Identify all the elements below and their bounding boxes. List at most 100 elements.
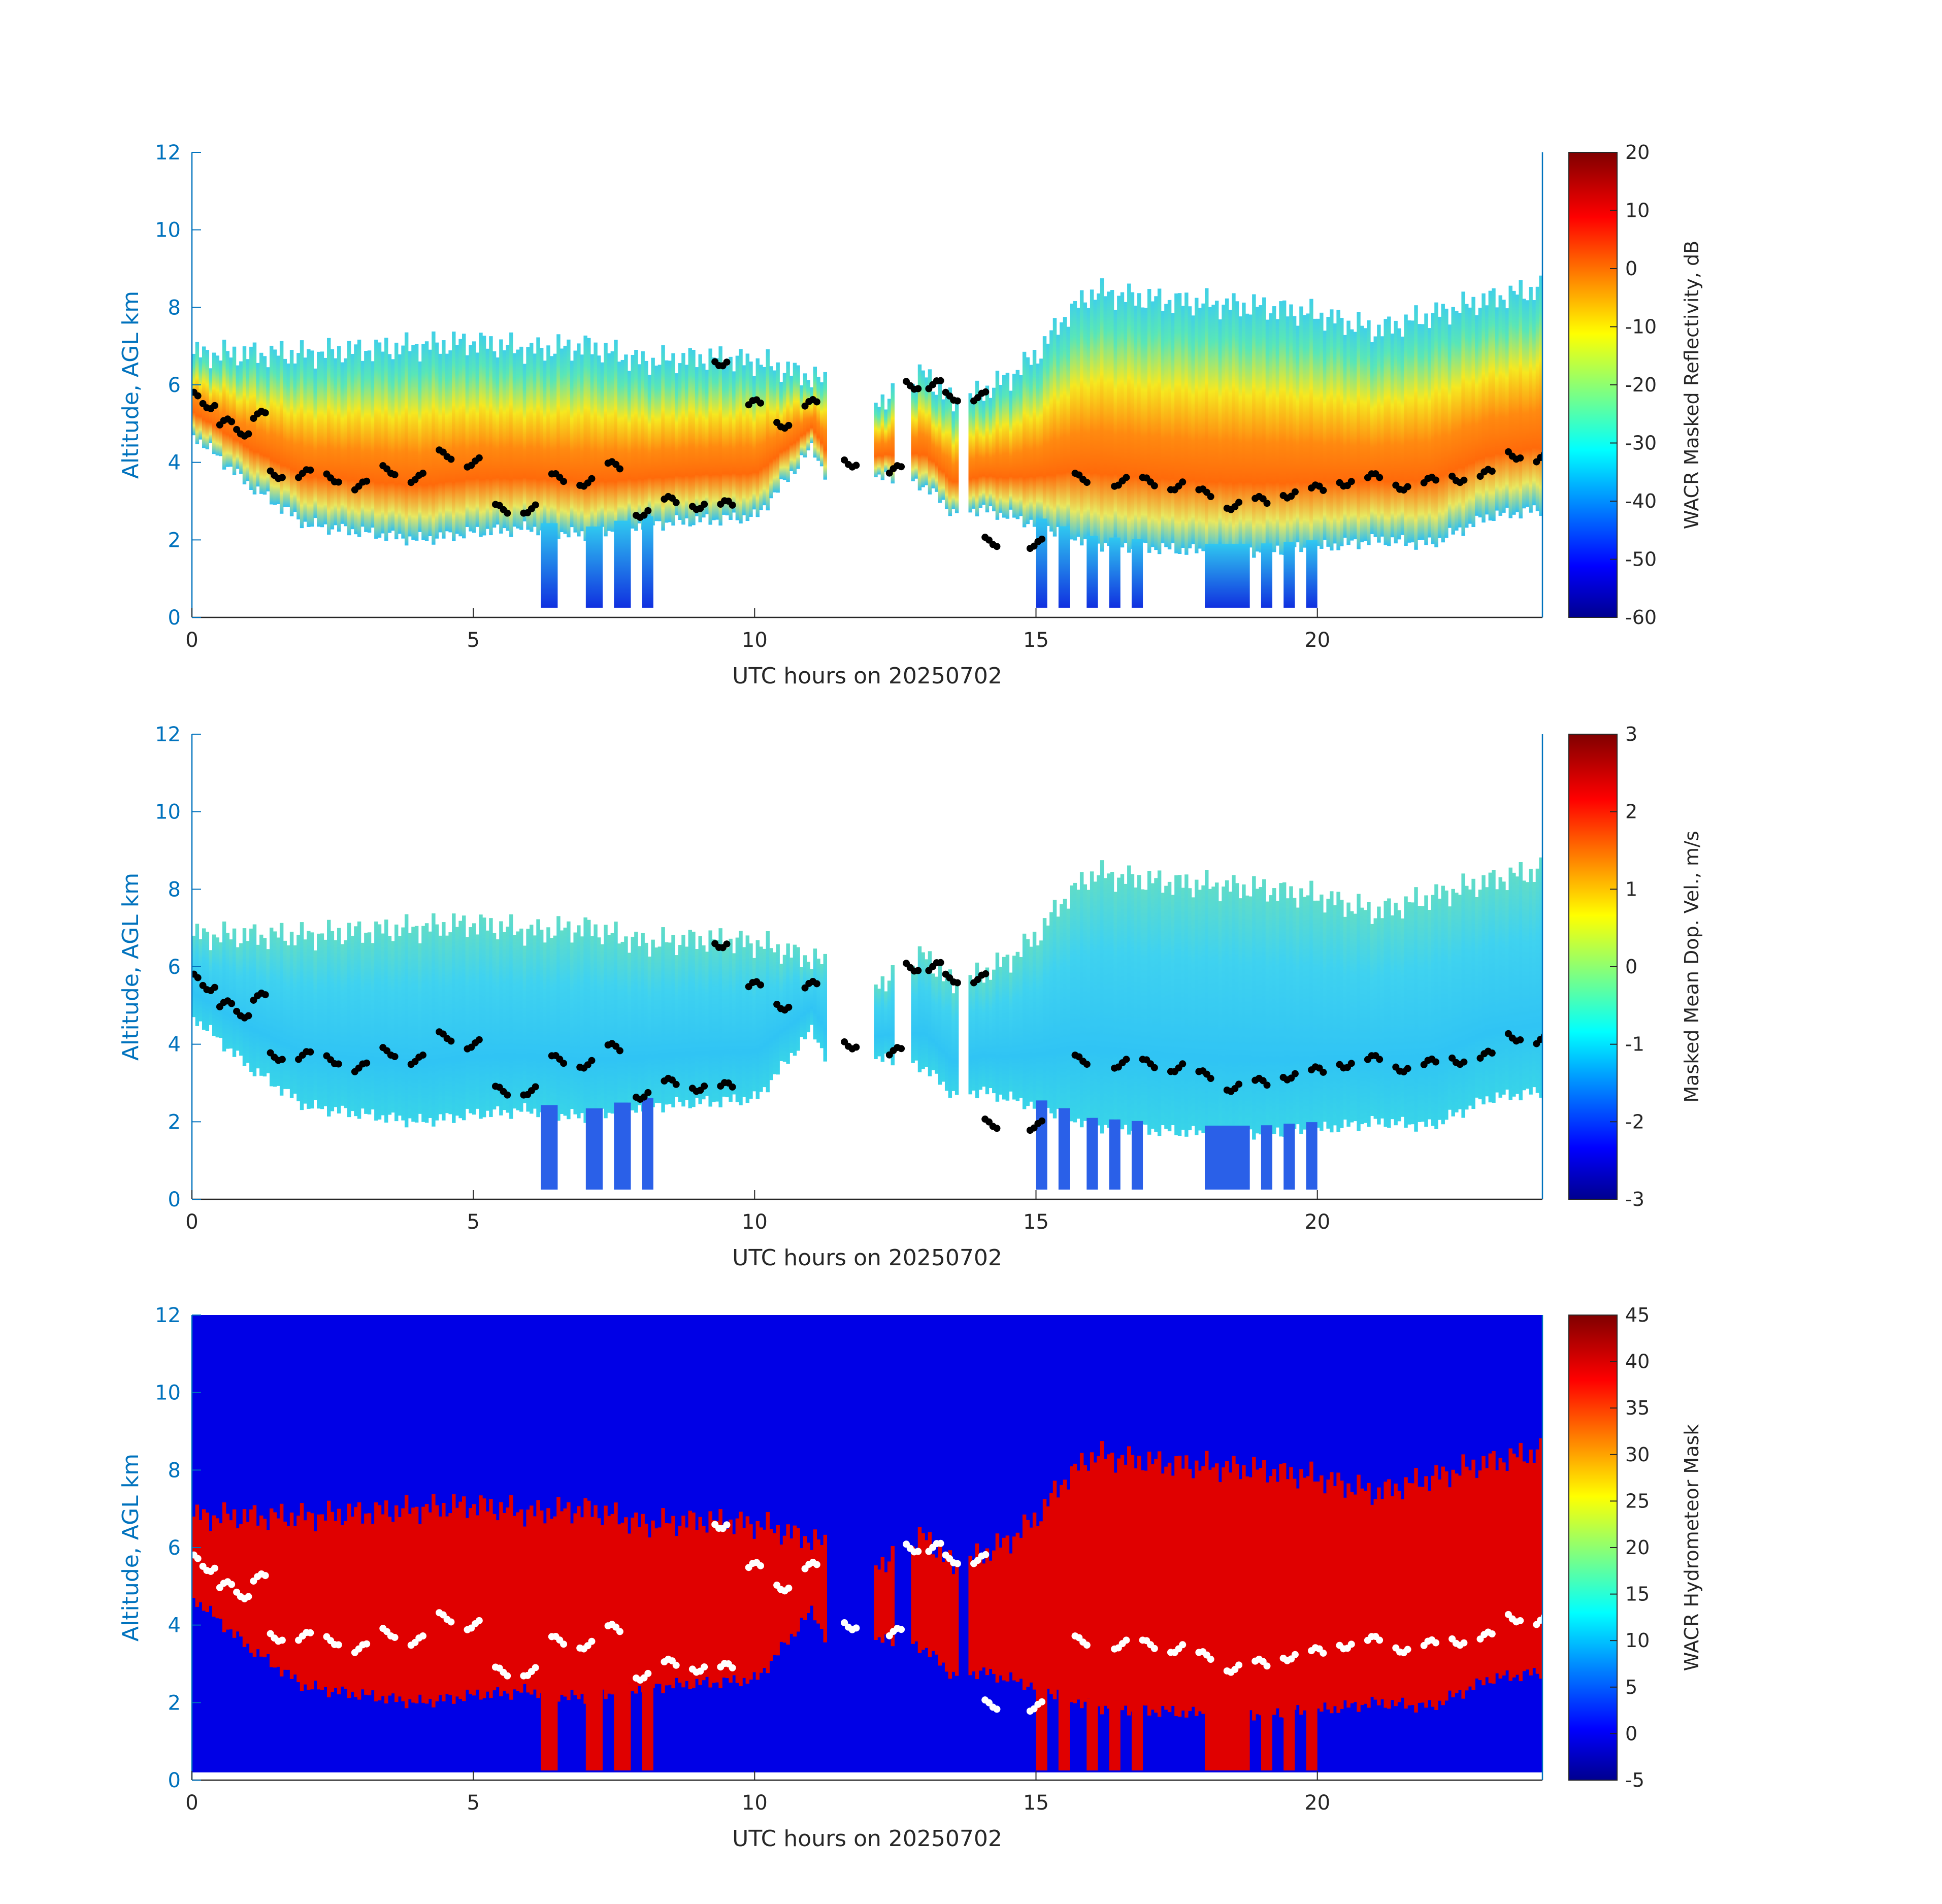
base-height-point xyxy=(1235,499,1243,506)
cloud-column xyxy=(722,1530,726,1678)
cloud-column xyxy=(718,1509,722,1689)
cloud-column xyxy=(1539,857,1542,1098)
cloud-column xyxy=(1002,1537,1006,1681)
cloud-column xyxy=(1346,902,1351,1127)
base-height-point xyxy=(1376,1056,1384,1063)
cloud-column xyxy=(712,1520,716,1683)
cloud-column xyxy=(921,1533,925,1650)
base-height-point xyxy=(194,392,202,400)
cloud-column xyxy=(1188,306,1192,549)
cloud-column xyxy=(1515,876,1520,1094)
cloud-column xyxy=(1184,292,1189,555)
cloud-column xyxy=(739,349,743,523)
cloud-column xyxy=(661,345,665,531)
cloud-column xyxy=(276,937,280,1086)
cloud-column xyxy=(779,964,783,1061)
fall-streak xyxy=(1036,1100,1047,1190)
cloud-column xyxy=(1343,1497,1347,1700)
base-height-point xyxy=(1263,500,1271,507)
base-height-point xyxy=(756,1562,764,1569)
fall-streak xyxy=(614,520,631,608)
cloud-column xyxy=(222,921,226,1052)
cloud-column xyxy=(424,341,429,541)
cloud-column xyxy=(1012,374,1016,518)
cloud-column xyxy=(1512,1453,1516,1678)
cloud-column xyxy=(1144,308,1148,543)
cloud-column xyxy=(536,337,540,536)
cloud-column xyxy=(1140,307,1145,543)
cloud-column xyxy=(475,1515,480,1690)
cloud-column xyxy=(1434,1465,1438,1710)
fall-streak xyxy=(1261,1706,1272,1770)
cloud-column xyxy=(1245,895,1249,1130)
cloud-column xyxy=(647,375,652,517)
cloud-column xyxy=(357,921,361,1119)
cloud-column xyxy=(749,1524,753,1680)
cloud-column xyxy=(752,958,756,1092)
base-height-point xyxy=(1207,493,1214,501)
cloud-column xyxy=(1349,1492,1354,1703)
cloud-column xyxy=(1090,289,1094,545)
cloud-column xyxy=(313,1531,317,1681)
cloud-column xyxy=(1461,291,1465,536)
cloud-column xyxy=(469,1507,473,1694)
cloud-column xyxy=(800,1548,804,1618)
cloud-column xyxy=(688,1511,692,1689)
cloud-column xyxy=(1424,895,1428,1127)
base-height-point xyxy=(307,1629,314,1636)
cloud-column xyxy=(735,937,740,1102)
colorbar: -60 -50 -40 -30 -20 -10 0 10 20 WACR Masked Refle… xyxy=(1568,141,1703,629)
cloud-column xyxy=(891,383,895,484)
base-height-point xyxy=(1123,1636,1130,1644)
cloud-column xyxy=(262,938,267,1077)
cloud-column xyxy=(823,954,827,1062)
cloud-column xyxy=(884,1572,888,1635)
cloud-column xyxy=(941,981,945,1082)
cloud-column xyxy=(262,1519,267,1658)
cloud-column xyxy=(766,1512,770,1673)
y-tick-label: 10 xyxy=(155,219,181,242)
cloud-column xyxy=(266,367,270,491)
cloud-column xyxy=(759,365,763,510)
cloud-column xyxy=(671,1516,675,1689)
cloud-column xyxy=(1296,325,1300,543)
base-height-point xyxy=(194,974,202,981)
fall-streak xyxy=(642,1679,653,1770)
cloud-column xyxy=(242,1509,247,1647)
cloud-column xyxy=(526,1509,530,1693)
cloud-column xyxy=(1066,908,1070,1110)
cloud-column xyxy=(800,385,804,455)
cloud-column xyxy=(1532,1463,1536,1668)
cloud-column xyxy=(917,364,922,490)
y-tick-label: 12 xyxy=(155,723,181,746)
cloud-column xyxy=(273,1512,277,1668)
cloud-column xyxy=(225,933,229,1049)
cloud-column xyxy=(330,931,335,1111)
cloud-column xyxy=(1015,951,1020,1101)
cloud-column xyxy=(911,965,915,1063)
fall-streak xyxy=(1283,1704,1295,1770)
fall-streak xyxy=(541,1686,558,1770)
base-height-point xyxy=(852,1624,860,1632)
cloud-column xyxy=(948,969,952,1098)
base-height-point xyxy=(644,507,652,514)
cloud-column xyxy=(377,924,382,1120)
cloud-column xyxy=(371,1524,375,1691)
cloud-column xyxy=(1262,879,1266,1139)
base-height-point xyxy=(211,1564,218,1572)
cloud-column xyxy=(496,939,500,1107)
cloud-column xyxy=(448,1513,452,1695)
base-height-point xyxy=(914,385,922,392)
cloud-column xyxy=(874,403,878,477)
cloud-column xyxy=(809,387,814,443)
cloud-column xyxy=(1367,1483,1371,1708)
cloud-column xyxy=(715,1521,719,1683)
base-height-point xyxy=(588,1637,596,1645)
base-height-point xyxy=(504,509,511,517)
cloud-column xyxy=(414,926,419,1123)
cloud-column xyxy=(458,921,463,1119)
cloud-column xyxy=(1461,1454,1465,1699)
cloud-column xyxy=(1039,940,1043,1103)
cloud-column xyxy=(445,353,449,532)
colorbar-tick-label: -3 xyxy=(1625,1188,1644,1210)
